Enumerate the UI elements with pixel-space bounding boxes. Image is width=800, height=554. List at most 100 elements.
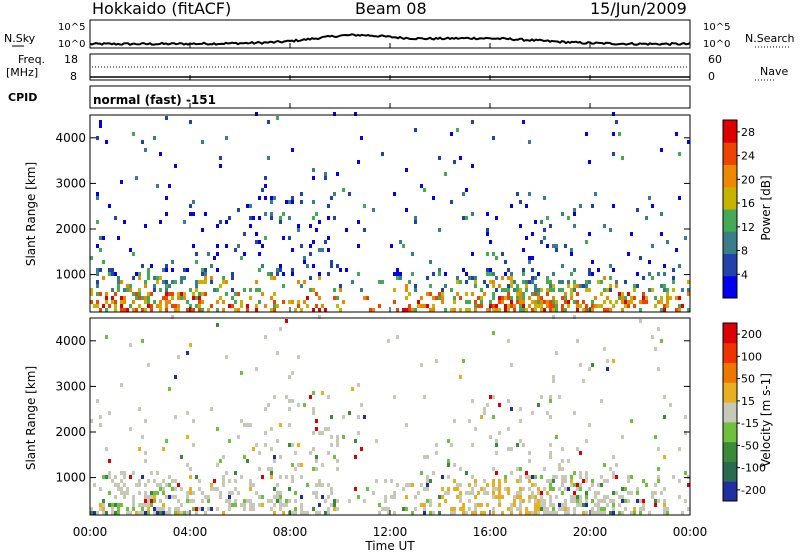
- range-cell: [363, 415, 366, 419]
- range-cell: [468, 300, 471, 304]
- range-cell: [537, 499, 540, 503]
- range-cell: [243, 455, 246, 459]
- range-cell: [204, 272, 207, 276]
- range-cell: [282, 511, 285, 515]
- range-cell: [492, 252, 495, 256]
- range-cell: [405, 288, 408, 292]
- range-cell: [540, 475, 543, 479]
- range-cell: [510, 204, 513, 208]
- range-cell: [486, 503, 489, 507]
- colorbar-swatch: [723, 481, 737, 502]
- range-cell: [555, 475, 558, 479]
- range-cell: [600, 292, 603, 296]
- range-cell: [294, 511, 297, 515]
- range-cell: [513, 503, 516, 507]
- range-cell: [456, 276, 459, 280]
- range-cell: [222, 300, 225, 304]
- y-tick-label: 4000: [55, 334, 86, 348]
- range-cell: [651, 495, 654, 499]
- range-cell: [270, 200, 273, 204]
- range-cell: [687, 507, 690, 511]
- range-cell: [252, 447, 255, 451]
- range-cell: [534, 304, 537, 308]
- range-cell: [225, 244, 228, 248]
- range-cell: [585, 471, 588, 475]
- range-cell: [201, 491, 204, 495]
- range-cell: [534, 511, 537, 515]
- range-cell: [600, 507, 603, 511]
- range-cell: [291, 511, 294, 515]
- range-cell: [369, 308, 372, 312]
- range-cell: [90, 507, 93, 511]
- range-cell: [498, 479, 501, 483]
- range-cell: [210, 507, 213, 511]
- range-cell: [285, 475, 288, 479]
- range-cell: [417, 300, 420, 304]
- range-cell: [651, 288, 654, 292]
- noise-tick-top: 10^5: [58, 22, 85, 33]
- range-cell: [96, 196, 99, 200]
- range-cell: [204, 495, 207, 499]
- range-cell: [600, 304, 603, 308]
- range-cell: [279, 507, 282, 511]
- range-cell: [288, 200, 291, 204]
- range-cell: [99, 507, 102, 511]
- range-cell: [516, 296, 519, 300]
- range-cell: [687, 292, 690, 296]
- range-cell: [504, 272, 507, 276]
- range-cell: [165, 483, 168, 487]
- range-cell: [630, 300, 633, 304]
- range-cell: [477, 304, 480, 308]
- range-cell: [270, 308, 273, 312]
- colorbar-swatch: [723, 461, 737, 482]
- range-cell: [219, 495, 222, 499]
- y-tick-label: 2000: [55, 222, 86, 236]
- range-cell: [618, 495, 621, 499]
- range-cell: [507, 304, 510, 308]
- range-cell: [210, 407, 213, 411]
- range-cell: [327, 451, 330, 455]
- range-cell: [663, 487, 666, 491]
- range-cell: [174, 308, 177, 312]
- range-cell: [543, 308, 546, 312]
- range-cell: [105, 335, 108, 339]
- range-cell: [372, 491, 375, 495]
- range-cell: [132, 308, 135, 312]
- range-cell: [519, 511, 522, 515]
- range-cell: [147, 363, 150, 367]
- range-cell: [492, 296, 495, 300]
- range-cell: [219, 220, 222, 224]
- range-cell: [276, 439, 279, 443]
- range-cell: [360, 447, 363, 451]
- range-cell: [294, 451, 297, 455]
- range-cell: [300, 511, 303, 515]
- range-cell: [204, 268, 207, 272]
- range-cell: [168, 387, 171, 391]
- range-cell: [639, 300, 642, 304]
- range-cell: [270, 507, 273, 511]
- range-cell: [156, 471, 159, 475]
- range-cell: [528, 495, 531, 499]
- range-cell: [492, 395, 495, 399]
- range-cell: [420, 483, 423, 487]
- range-cell: [258, 495, 261, 499]
- range-cell: [168, 495, 171, 499]
- range-cell: [573, 300, 576, 304]
- range-cell: [501, 300, 504, 304]
- range-cell: [444, 308, 447, 312]
- range-cell: [324, 511, 327, 515]
- range-cell: [570, 248, 573, 252]
- range-cell: [234, 503, 237, 507]
- range-cell: [549, 499, 552, 503]
- range-cell: [483, 511, 486, 515]
- range-cell: [138, 288, 141, 292]
- range-cell: [273, 308, 276, 312]
- range-cell: [507, 487, 510, 491]
- range-cell: [138, 491, 141, 495]
- range-cell: [336, 435, 339, 439]
- range-cell: [378, 511, 381, 515]
- range-cell: [459, 499, 462, 503]
- range-cell: [516, 284, 519, 288]
- range-cell: [126, 284, 129, 288]
- range-cell: [201, 300, 204, 304]
